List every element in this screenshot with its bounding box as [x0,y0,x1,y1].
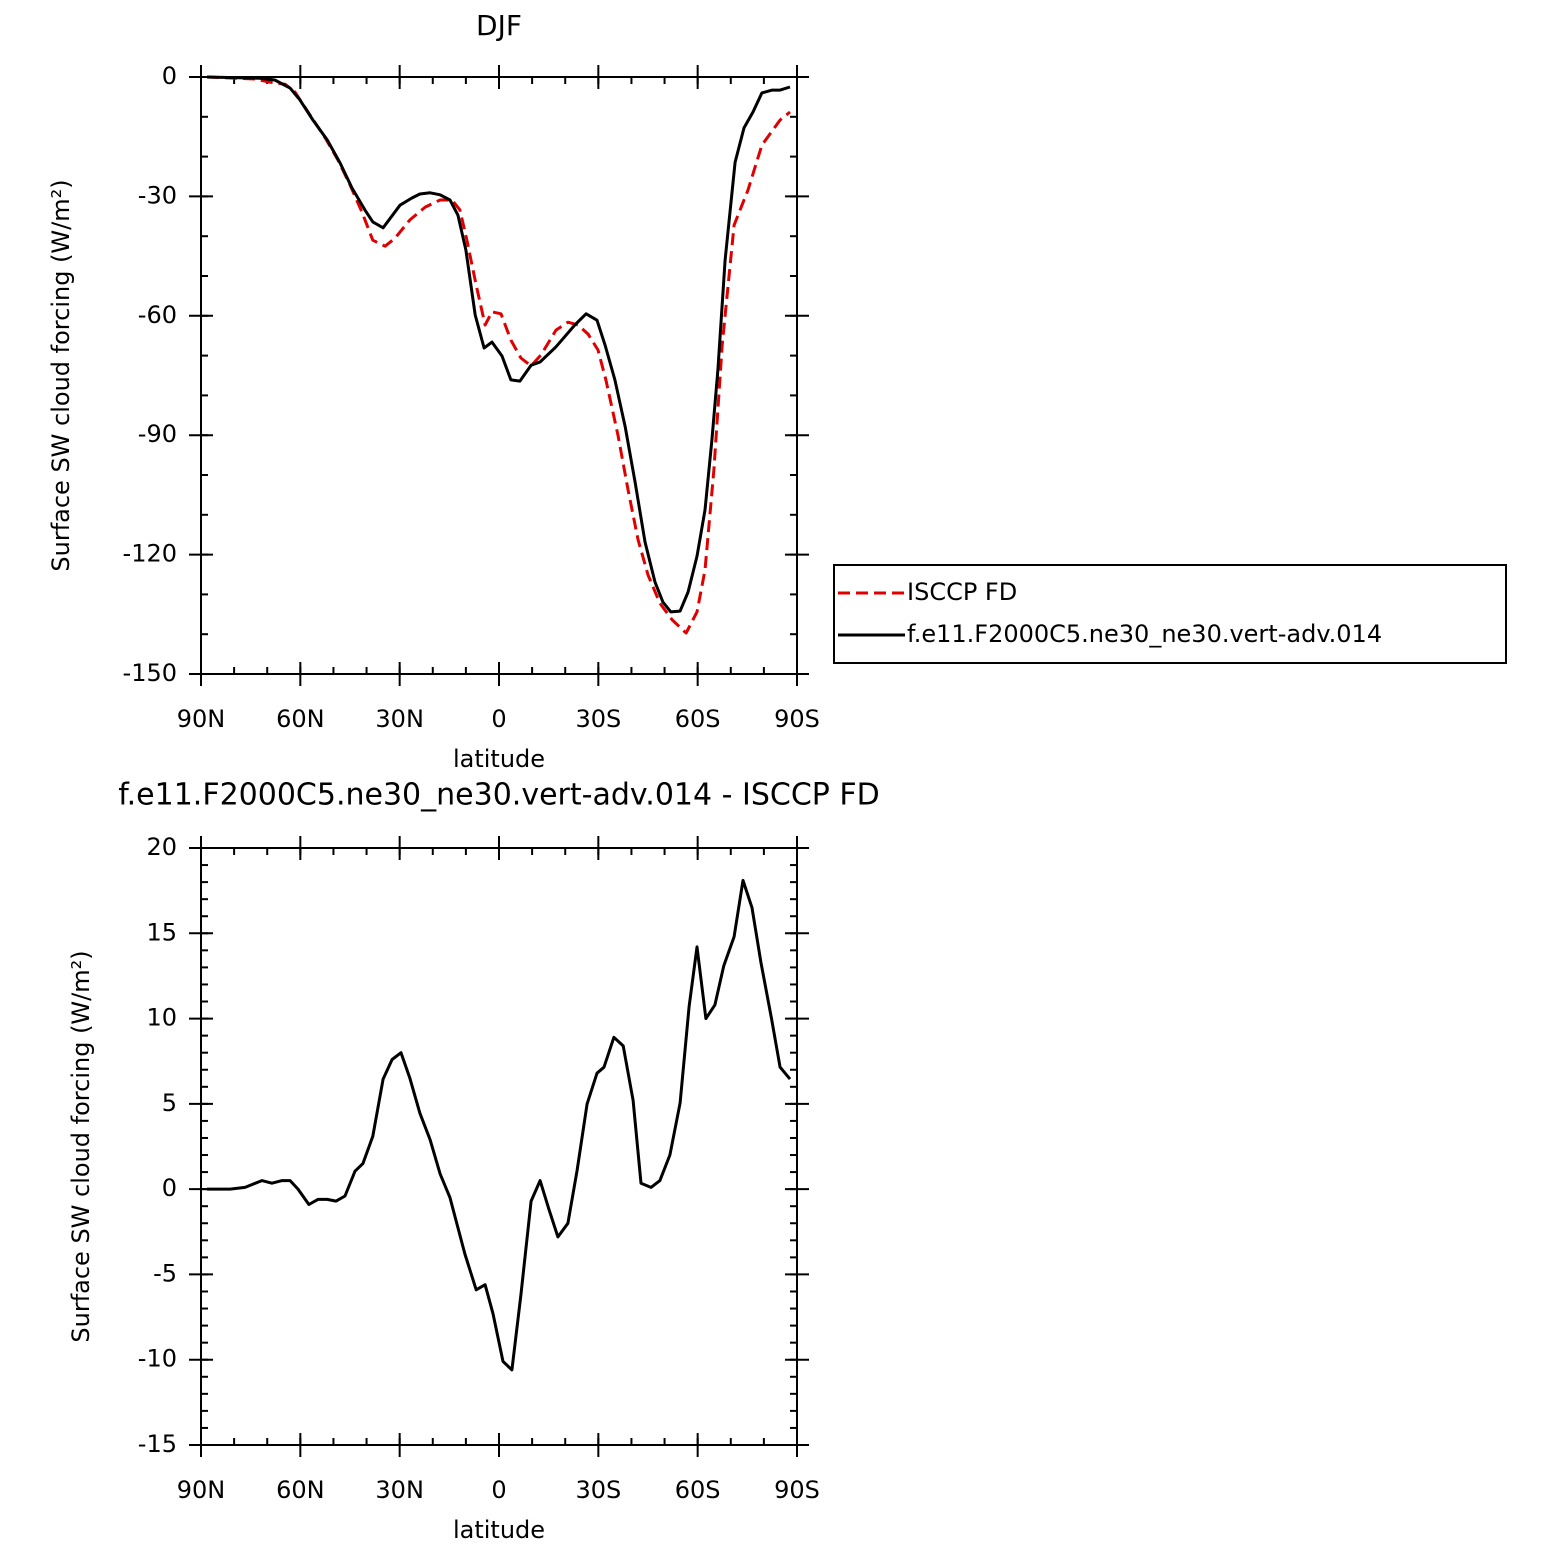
y-tick-label: -5 [153,1259,177,1287]
y-tick-label: -15 [138,1430,177,1458]
x-tick-label: 90N [177,1476,226,1504]
x-tick-label: 30S [575,705,621,733]
y-tick-label: -150 [123,659,177,687]
x-tick-label: 0 [491,1476,506,1504]
legend-label: ISCCP FD [907,578,1017,606]
y-axis-label: Surface SW cloud forcing (W/m²) [47,179,75,571]
plot-frame [200,847,798,1446]
y-tick-label: -90 [138,420,177,448]
y-tick-label: 10 [146,1004,177,1032]
data-line [206,75,791,614]
y-tick-label: -10 [138,1345,177,1373]
chart-title: f.e11.F2000C5.ne30_ne30.vert-adv.014 - I… [118,778,880,813]
x-tick-label: 60S [675,705,721,733]
legend-label: f.e11.F2000C5.ne30_ne30.vert-adv.014 [907,620,1382,648]
x-tick-label: 30N [375,1476,424,1504]
x-tick-label: 30S [575,1476,621,1504]
legend-box [833,564,1507,664]
y-axis-label: Surface SW cloud forcing (W/m²) [67,950,95,1342]
x-tick-label: 90N [177,705,226,733]
x-tick-label: 0 [491,705,506,733]
x-tick-label: 90S [774,705,820,733]
x-tick-label: 90S [774,1476,820,1504]
y-tick-label: 0 [162,62,177,90]
y-tick-label: -60 [138,301,177,329]
y-tick-label: 15 [146,918,177,946]
y-tick-label: 0 [162,1174,177,1202]
y-tick-label: -30 [138,181,177,209]
x-tick-label: 30N [375,705,424,733]
data-line [207,878,792,1372]
x-tick-label: 60N [276,1476,325,1504]
x-axis-label: latitude [453,745,545,773]
data-line [206,75,791,635]
x-tick-label: 60S [675,1476,721,1504]
y-tick-label: 5 [162,1089,177,1117]
y-tick-label: 20 [146,833,177,861]
x-tick-label: 60N [276,705,325,733]
x-axis-label: latitude [453,1516,545,1544]
plot-frame [200,76,798,675]
y-tick-label: -120 [123,540,177,568]
chart-title: DJF [476,9,522,42]
